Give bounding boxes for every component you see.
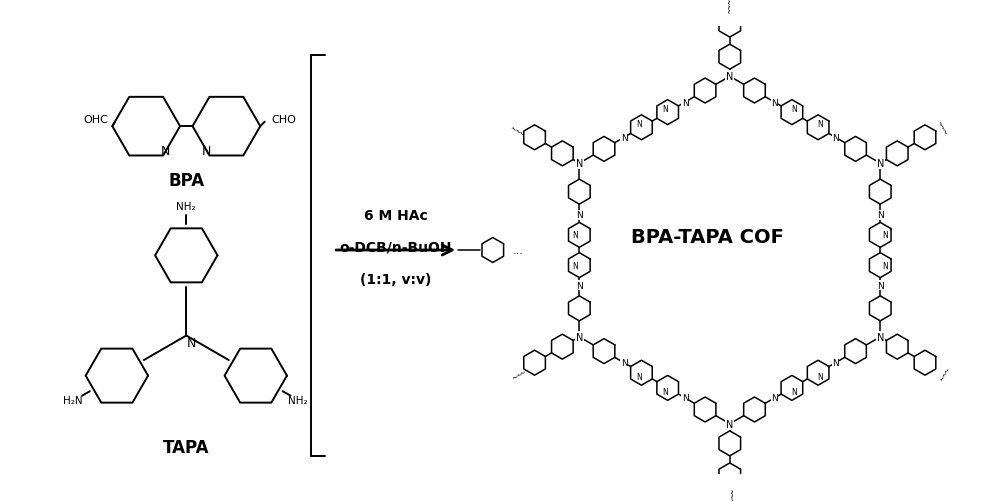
Text: o-DCB/n-BuOH: o-DCB/n-BuOH: [339, 240, 452, 254]
Text: ~~~: ~~~: [509, 121, 526, 136]
Text: CHO: CHO: [272, 115, 297, 125]
Text: 6 M HAc: 6 M HAc: [364, 209, 428, 223]
Text: ~~~: ~~~: [934, 364, 950, 381]
Text: N: N: [791, 105, 797, 114]
Text: N: N: [817, 372, 823, 381]
Text: ~~~: ~~~: [725, 0, 734, 14]
Text: N: N: [161, 145, 171, 158]
Text: OHC: OHC: [83, 115, 108, 125]
Text: N: N: [636, 372, 642, 381]
Text: BPA: BPA: [168, 171, 204, 189]
Text: N: N: [726, 72, 733, 82]
Text: N: N: [877, 281, 884, 290]
Text: N: N: [817, 120, 823, 129]
Text: N: N: [832, 359, 839, 367]
Text: TAPA: TAPA: [163, 438, 210, 456]
Text: N: N: [576, 281, 583, 290]
Text: N: N: [636, 120, 642, 129]
Text: ~~~: ~~~: [934, 120, 950, 137]
Text: N: N: [882, 261, 888, 270]
Text: N: N: [877, 332, 884, 342]
Text: N: N: [771, 394, 778, 403]
Text: N: N: [682, 98, 688, 107]
Text: N: N: [832, 134, 839, 142]
Text: N: N: [576, 159, 583, 169]
Text: N: N: [877, 211, 884, 220]
Text: N: N: [572, 261, 578, 270]
Text: N: N: [572, 231, 578, 240]
Text: N: N: [202, 145, 211, 158]
Text: N: N: [576, 332, 583, 342]
Text: N: N: [882, 231, 888, 240]
Text: N: N: [621, 359, 627, 367]
Text: N: N: [663, 387, 668, 396]
Text: N: N: [187, 337, 196, 350]
Text: H₂N: H₂N: [63, 395, 83, 405]
Text: N: N: [877, 159, 884, 169]
Text: N: N: [576, 211, 583, 220]
Text: N: N: [682, 394, 688, 403]
Text: NH₂: NH₂: [176, 202, 196, 212]
Text: N: N: [791, 387, 797, 396]
Text: ~~~: ~~~: [509, 365, 526, 380]
Text: (1:1, v:v): (1:1, v:v): [360, 273, 431, 287]
Text: N: N: [726, 419, 733, 429]
Text: N: N: [663, 105, 668, 114]
Text: N: N: [621, 134, 627, 142]
Text: NH₂: NH₂: [288, 395, 308, 405]
Text: N: N: [771, 98, 778, 107]
Text: BPA-TAPA COF: BPA-TAPA COF: [631, 227, 784, 246]
Text: ~~~: ~~~: [725, 487, 734, 501]
Text: ...: ...: [512, 245, 523, 256]
